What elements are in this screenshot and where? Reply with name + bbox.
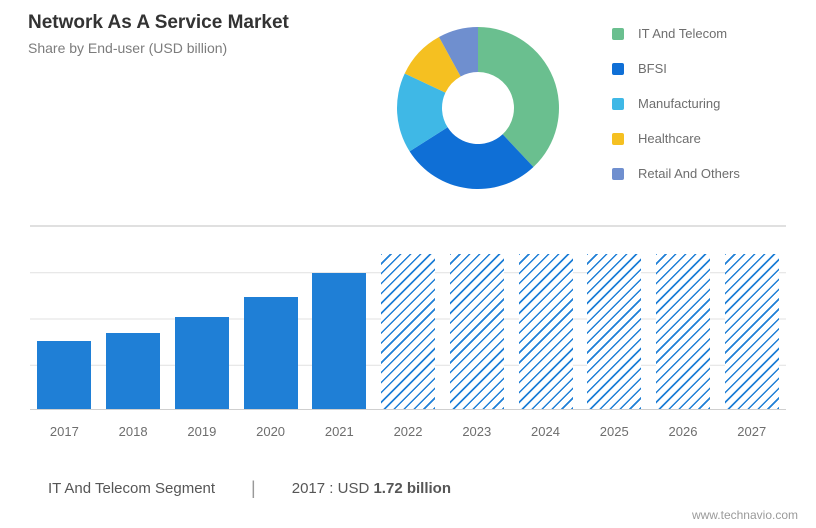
- bar-slot: [374, 226, 443, 409]
- footer-segment-label: IT And Telecom Segment: [48, 480, 215, 497]
- bar-x-label: 2022: [374, 424, 443, 439]
- bar-x-label: 2023: [442, 424, 511, 439]
- bar-x-label: 2025: [580, 424, 649, 439]
- legend-item: IT And Telecom: [612, 26, 802, 41]
- footer-colon: :: [329, 480, 337, 497]
- bar-plot-area: [30, 225, 786, 410]
- bar: [381, 254, 435, 409]
- bar-slot: [305, 226, 374, 409]
- legend-label: Healthcare: [638, 131, 701, 146]
- bar-slot: [649, 226, 718, 409]
- legend-swatch: [612, 28, 624, 40]
- bar: [37, 341, 91, 409]
- footer-value: 2017 : USD 1.72 billion: [292, 480, 451, 497]
- bars-row: [30, 226, 786, 409]
- bar: [106, 333, 160, 409]
- legend-label: Retail And Others: [638, 166, 740, 181]
- bar-x-label: 2018: [99, 424, 168, 439]
- bar-x-label: 2017: [30, 424, 99, 439]
- bar: [587, 254, 641, 409]
- footer-separator: |: [251, 478, 256, 499]
- bar-slot: [236, 226, 305, 409]
- bar-slot: [511, 226, 580, 409]
- legend-item: Retail And Others: [612, 166, 802, 181]
- bar-slot: [30, 226, 99, 409]
- bar: [519, 254, 573, 409]
- legend-label: BFSI: [638, 61, 667, 76]
- bar-chart: 2017201820192020202120222023202420252026…: [30, 225, 786, 451]
- bar: [312, 273, 366, 409]
- legend-swatch: [612, 98, 624, 110]
- source-url: www.technavio.com: [692, 508, 798, 522]
- legend-item: Manufacturing: [612, 96, 802, 111]
- bar-x-label: 2026: [649, 424, 718, 439]
- bar: [244, 297, 298, 409]
- legend-swatch: [612, 168, 624, 180]
- bar-x-label: 2024: [511, 424, 580, 439]
- bar-x-label: 2020: [236, 424, 305, 439]
- page-subtitle: Share by End-user (USD billion): [28, 40, 368, 56]
- bar: [656, 254, 710, 409]
- header: Network As A Service Market Share by End…: [28, 12, 368, 56]
- footer-year: 2017: [292, 480, 325, 497]
- bar-slot: [717, 226, 786, 409]
- legend-label: Manufacturing: [638, 96, 720, 111]
- bar-x-label: 2021: [305, 424, 374, 439]
- bar-slot: [99, 226, 168, 409]
- donut-chart: [378, 8, 578, 208]
- footer-value-prefix: USD: [338, 480, 374, 497]
- legend-swatch: [612, 133, 624, 145]
- bar-x-label: 2027: [717, 424, 786, 439]
- legend-swatch: [612, 63, 624, 75]
- bar-slot: [167, 226, 236, 409]
- footer-stat: IT And Telecom Segment | 2017 : USD 1.72…: [48, 478, 768, 499]
- legend-item: Healthcare: [612, 131, 802, 146]
- bar-x-label: 2019: [167, 424, 236, 439]
- legend-label: IT And Telecom: [638, 26, 727, 41]
- bar-slot: [580, 226, 649, 409]
- page-title: Network As A Service Market: [28, 12, 368, 34]
- bar: [725, 254, 779, 409]
- footer-value-amount: 1.72 billion: [373, 480, 451, 497]
- bar-x-axis-labels: 2017201820192020202120222023202420252026…: [30, 424, 786, 439]
- donut-legend: IT And Telecom BFSI Manufacturing Healthcar…: [612, 26, 802, 201]
- bar-slot: [442, 226, 511, 409]
- bar: [450, 254, 504, 409]
- legend-item: BFSI: [612, 61, 802, 76]
- bar: [175, 317, 229, 409]
